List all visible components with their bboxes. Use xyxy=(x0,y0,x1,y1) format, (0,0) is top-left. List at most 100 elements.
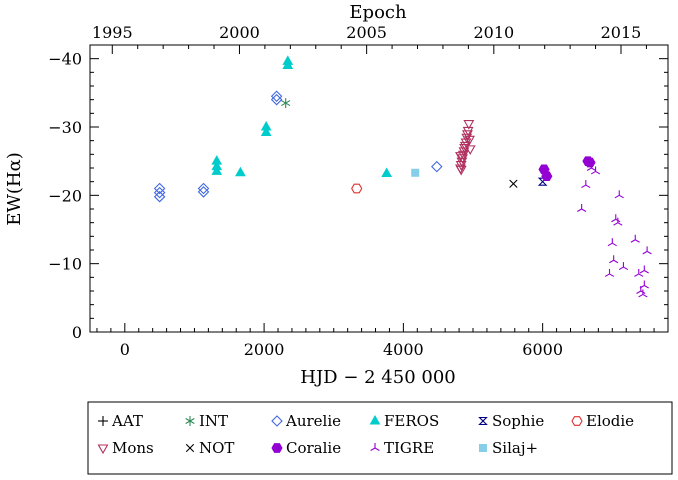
axis-ticks: 0 2000 4000 6000 0 −10 −20 −30 −40 1995 2000 2005 20… xyxy=(48,23,669,359)
legend-label: Sophie xyxy=(492,412,544,430)
legend-symbol xyxy=(97,444,109,455)
point-mons xyxy=(455,152,466,162)
point-tigre xyxy=(609,255,619,264)
y-tick-label: −40 xyxy=(48,50,82,69)
point-tigre xyxy=(581,180,591,189)
point-int xyxy=(281,98,291,109)
point-mons xyxy=(464,145,476,155)
point-not xyxy=(509,179,518,188)
legend-item-not: NOT xyxy=(185,439,234,457)
point-feros xyxy=(211,165,223,175)
legend-symbol xyxy=(98,416,108,426)
top-tick-label: 1995 xyxy=(92,23,133,42)
point-tigre xyxy=(604,268,615,277)
legend-symbol xyxy=(370,443,380,451)
legend-symbol xyxy=(185,443,195,453)
x-tick-label: 0 xyxy=(120,340,130,359)
legend-item-silaj: Silaj+ xyxy=(479,439,538,457)
top-tick-label: 2010 xyxy=(473,23,514,42)
point-tigre xyxy=(642,246,652,255)
legend-item-coralie: Coralie xyxy=(271,439,341,457)
legend-symbol xyxy=(271,443,283,453)
point-mons xyxy=(459,141,471,152)
y-tick-label: −20 xyxy=(48,186,82,205)
y-tick-label: 0 xyxy=(72,323,82,342)
point-tigre xyxy=(613,217,623,226)
top-tick-label: 2000 xyxy=(219,23,260,42)
legend-box xyxy=(87,401,673,475)
point-feros xyxy=(260,120,272,131)
legend-item-feros: FEROS xyxy=(369,412,439,430)
point-tigre xyxy=(586,163,597,171)
top-tick-label: 2015 xyxy=(601,23,642,42)
point-aurelie xyxy=(270,93,283,106)
legend-item-aat: AAT xyxy=(98,412,143,430)
point-feros xyxy=(282,55,294,65)
legend-label: TIGRE xyxy=(384,439,434,457)
data-points xyxy=(153,55,652,298)
point-feros xyxy=(235,166,246,177)
point-aurelie xyxy=(270,90,283,103)
point-aurelie xyxy=(431,160,443,173)
y-tick-label: −30 xyxy=(48,118,82,137)
point-tigre xyxy=(577,204,587,212)
x-tick-label: 4000 xyxy=(383,340,424,359)
x-axis-label: HJD − 2 450 000 xyxy=(300,367,455,388)
legend-symbol xyxy=(369,414,381,425)
point-tigre xyxy=(630,234,640,243)
point-elodie xyxy=(351,183,363,194)
legend-item-int: INT xyxy=(185,412,228,430)
point-tigre xyxy=(639,280,649,289)
legend-label: Silaj+ xyxy=(492,439,538,457)
point-aurelie xyxy=(153,182,166,195)
point-mons xyxy=(455,161,467,171)
point-tigre xyxy=(590,166,601,175)
legend-label: FEROS xyxy=(384,412,439,430)
y-tick-label: −10 xyxy=(48,255,82,274)
legend-label: INT xyxy=(199,412,228,430)
y-axis-label: EW(Hα) xyxy=(4,152,25,226)
legend-item-mons: Mons xyxy=(97,439,154,457)
point-feros xyxy=(381,167,393,177)
legend-symbol xyxy=(478,416,488,426)
legend-label: Coralie xyxy=(286,439,341,457)
point-feros xyxy=(211,160,223,171)
point-feros xyxy=(211,155,223,165)
legend: AAT INT Aurelie FEROS Sophie Elodie Mons NOT Cor… xyxy=(97,412,634,457)
point-feros xyxy=(260,126,272,136)
x-tick-label: 6000 xyxy=(522,340,563,359)
point-tigre xyxy=(638,289,648,298)
point-tigre xyxy=(634,268,644,277)
legend-symbol xyxy=(185,416,195,426)
point-aurelie xyxy=(197,182,210,195)
legend-item-sophie: Sophie xyxy=(478,412,544,430)
plot-frame xyxy=(89,44,669,333)
point-mons xyxy=(461,133,473,144)
point-mons xyxy=(457,150,469,161)
point-coralie xyxy=(584,157,596,168)
point-silaj xyxy=(411,168,420,177)
legend-label: Aurelie xyxy=(285,412,341,430)
legend-item-tigre: TIGRE xyxy=(370,439,434,457)
point-aurelie xyxy=(153,186,166,199)
point-aurelie xyxy=(197,186,210,198)
point-mons xyxy=(463,120,475,130)
legend-symbol xyxy=(479,444,487,452)
point-tigre xyxy=(611,214,621,223)
legend-label: NOT xyxy=(199,439,234,457)
point-coralie xyxy=(541,171,553,182)
point-mons xyxy=(464,135,475,146)
legend-label: AAT xyxy=(111,412,143,430)
legend-item-aurelie: Aurelie xyxy=(271,412,341,430)
point-tigre xyxy=(618,262,629,271)
legend-symbol xyxy=(571,416,583,426)
legend-item-elodie: Elodie xyxy=(571,412,634,430)
point-mons xyxy=(457,154,469,164)
legend-symbol xyxy=(271,415,283,427)
legend-label: Mons xyxy=(112,439,154,457)
top-tick-label: 2005 xyxy=(346,23,387,42)
point-mons xyxy=(455,165,467,176)
x-tick-label: 2000 xyxy=(244,340,285,359)
legend-label: Elodie xyxy=(586,412,634,430)
